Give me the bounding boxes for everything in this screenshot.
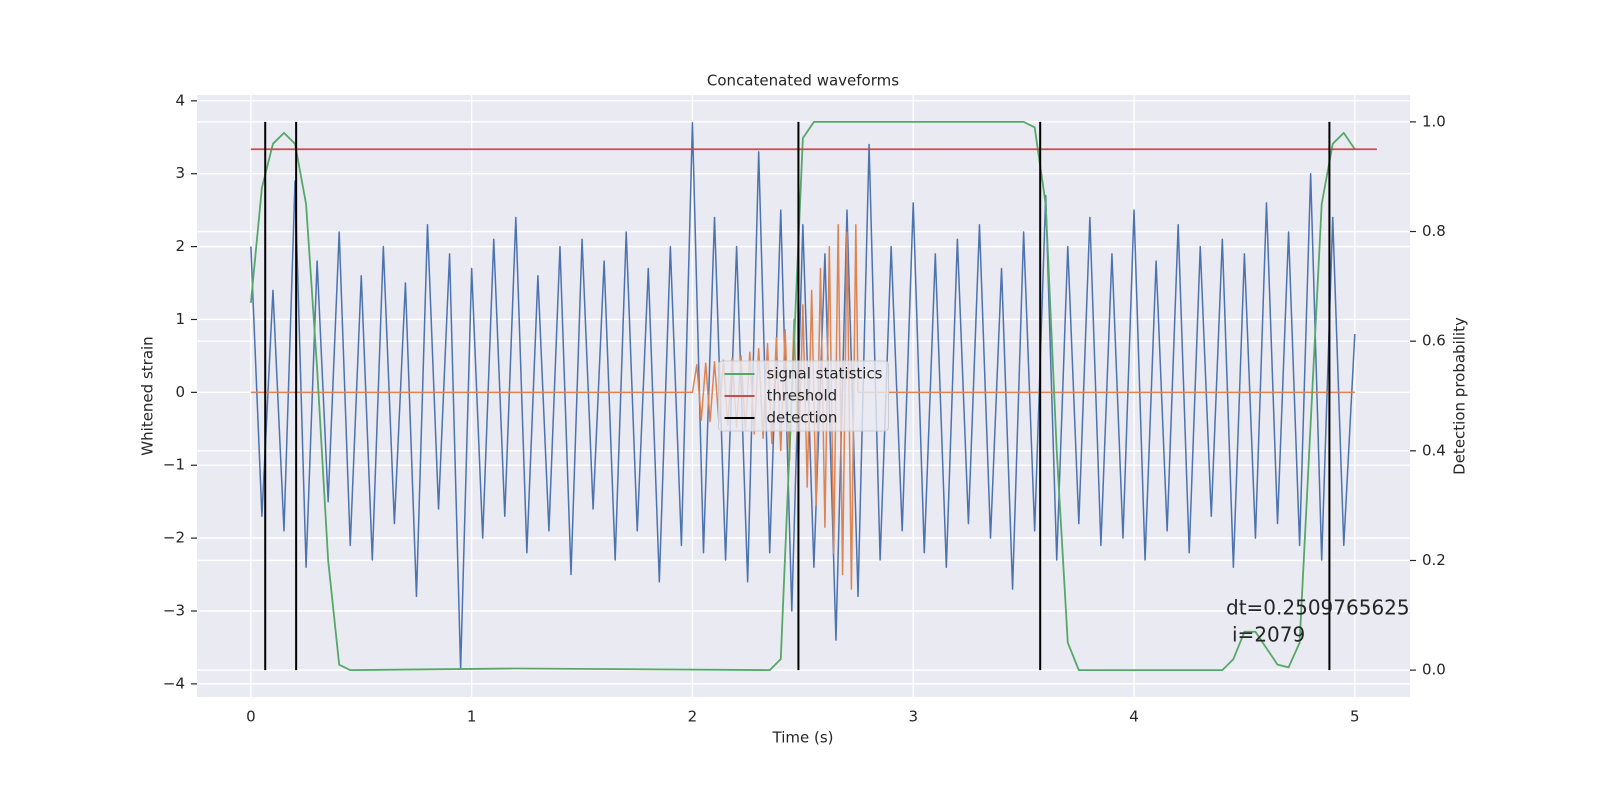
x-tick-label: 5	[1350, 708, 1360, 726]
x-tick-label: 3	[908, 708, 918, 726]
y2-tick-label: 0.8	[1422, 222, 1446, 240]
y-tick-label: 3	[175, 164, 185, 182]
legend-label: signal statistics	[767, 365, 883, 383]
chart-title: Concatenated waveforms	[707, 72, 899, 90]
legend-box	[718, 360, 889, 432]
x-axis-label: Time (s)	[772, 729, 834, 747]
y-tick-label: 4	[175, 91, 185, 109]
series-line	[249, 120, 1356, 672]
y2-axis-label: Detection probability	[1451, 317, 1469, 475]
x-tick-label: 1	[467, 708, 477, 726]
x-tick-label: 0	[246, 708, 256, 726]
y-tick-label: 0	[175, 383, 185, 401]
y2-tick-label: 0.6	[1422, 332, 1446, 350]
y2-tick-label: 0.0	[1422, 661, 1446, 679]
y-tick-label: −3	[163, 602, 185, 620]
y-tick-label: 2	[175, 237, 185, 255]
y-tick-label: 1	[175, 310, 185, 328]
legend-label: threshold	[767, 387, 838, 405]
x-tick-label: 2	[688, 708, 698, 726]
y2-tick-label: 0.4	[1422, 441, 1446, 459]
x-tick-label: 4	[1129, 708, 1139, 726]
y-axis-label: Whitened strain	[139, 336, 157, 455]
legend-label: detection	[767, 409, 838, 427]
annotation: dt=0.2509765625	[1226, 596, 1410, 620]
y-tick-label: −2	[163, 529, 185, 547]
series-line	[250, 223, 1355, 590]
legend: signal statistics threshold detection	[718, 360, 889, 432]
y2-tick-label: 0.2	[1422, 551, 1446, 569]
y-tick-label: −1	[163, 456, 185, 474]
axes: 0 1 2 3 4 5 −4 −3 −2 −1 0 1 2 3 4 0.0 0.2 0.4 0.6 0.8 1.0	[163, 91, 1446, 725]
annotation: i=2079	[1232, 623, 1305, 647]
series-line	[250, 121, 1356, 671]
y-tick-label: −4	[163, 674, 185, 692]
y2-tick-label: 1.0	[1422, 112, 1446, 130]
